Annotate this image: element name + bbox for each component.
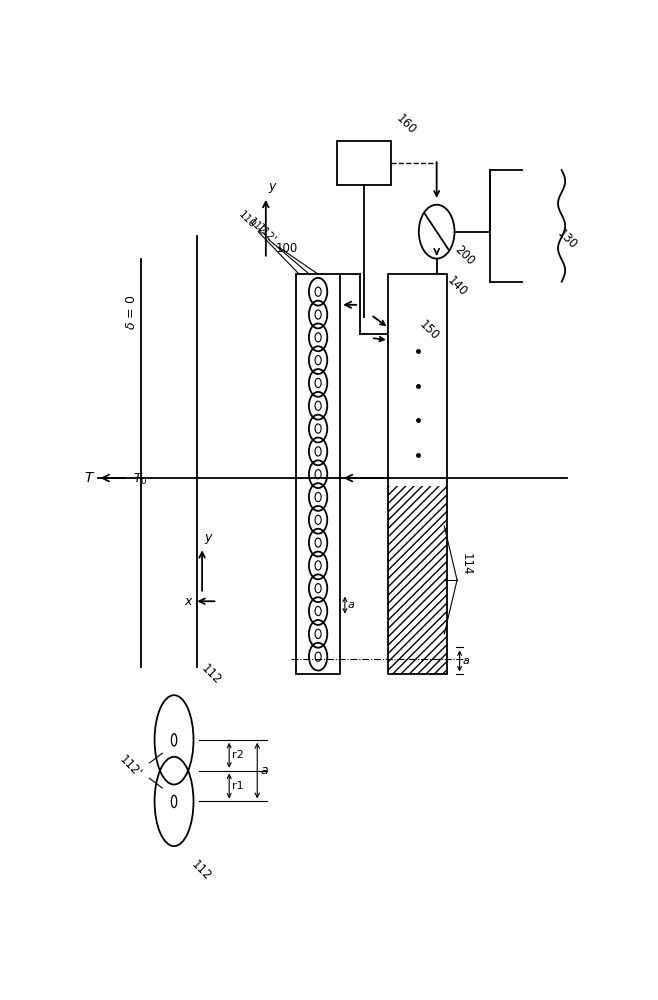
Text: $\delta$ = 0: $\delta$ = 0 bbox=[125, 295, 138, 330]
Text: 160: 160 bbox=[393, 112, 418, 137]
Text: 130: 130 bbox=[555, 227, 580, 252]
Text: x: x bbox=[184, 595, 192, 608]
Text: 110: 110 bbox=[236, 209, 257, 230]
Text: a: a bbox=[462, 656, 469, 666]
Text: 140: 140 bbox=[444, 274, 469, 299]
Text: r2: r2 bbox=[232, 750, 243, 760]
Text: a: a bbox=[261, 764, 268, 777]
Text: 150: 150 bbox=[417, 318, 442, 343]
Text: 112': 112' bbox=[255, 222, 278, 246]
Text: r1: r1 bbox=[232, 781, 243, 791]
Text: 112: 112 bbox=[188, 858, 213, 883]
Bar bbox=[388, 274, 447, 674]
Text: 112: 112 bbox=[199, 662, 224, 687]
Text: T: T bbox=[84, 471, 92, 485]
Text: 112: 112 bbox=[246, 217, 267, 238]
Text: a: a bbox=[347, 600, 354, 610]
Bar bbox=[338, 141, 391, 185]
Text: y: y bbox=[268, 180, 276, 193]
Text: 200: 200 bbox=[452, 243, 477, 268]
Text: 112': 112' bbox=[117, 753, 144, 781]
Text: 100: 100 bbox=[276, 242, 298, 255]
Text: y: y bbox=[205, 530, 212, 544]
Text: $T_0$: $T_0$ bbox=[133, 472, 148, 487]
Bar bbox=[388, 486, 447, 674]
Text: 114: 114 bbox=[460, 553, 472, 576]
Bar bbox=[296, 274, 340, 674]
